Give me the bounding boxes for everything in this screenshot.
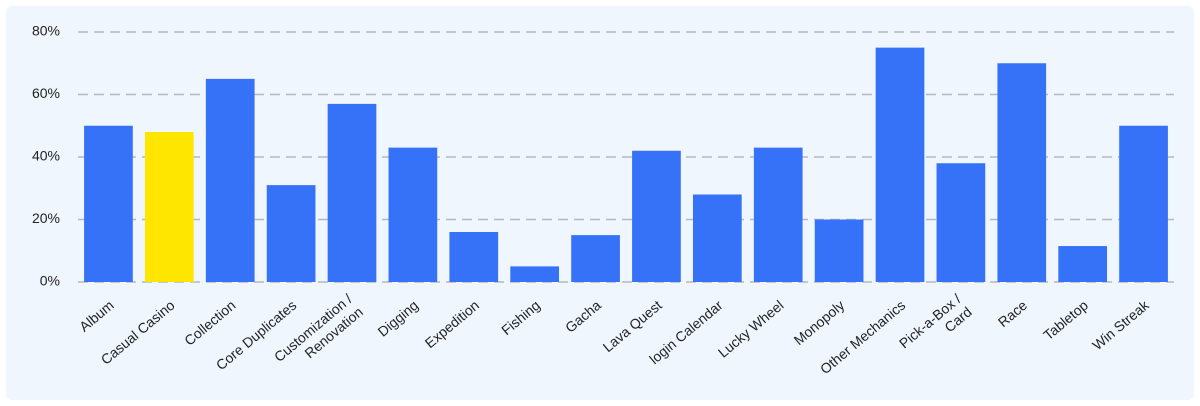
y-tick-label: 0% <box>40 273 60 289</box>
bar <box>692 194 742 282</box>
bar <box>388 147 438 282</box>
bar <box>205 78 255 282</box>
bar <box>875 47 925 282</box>
bar <box>510 266 560 282</box>
y-tick-label: 80% <box>32 23 60 39</box>
y-tick-label: 40% <box>32 148 60 164</box>
bar <box>753 147 803 282</box>
bar <box>814 219 864 282</box>
bar <box>997 63 1047 282</box>
bar <box>144 132 194 282</box>
y-tick-label: 20% <box>32 210 60 226</box>
bar <box>1058 246 1108 282</box>
bar <box>449 232 499 282</box>
y-tick-label: 60% <box>32 85 60 101</box>
bar <box>266 185 316 282</box>
bar <box>632 150 681 282</box>
bar <box>1119 125 1168 282</box>
bar <box>327 103 377 282</box>
bar <box>84 125 133 282</box>
bar <box>936 163 986 282</box>
bar <box>571 235 620 282</box>
